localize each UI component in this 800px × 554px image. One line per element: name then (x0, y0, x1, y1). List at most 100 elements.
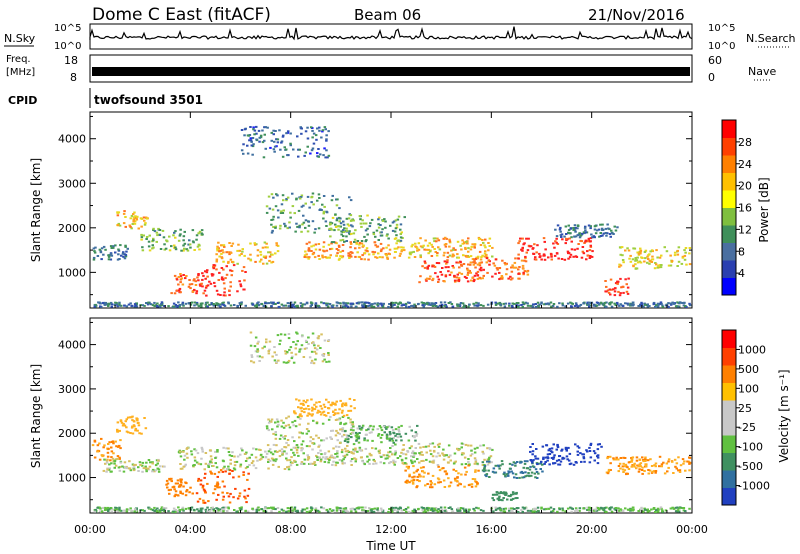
velocity-cell (673, 458, 677, 461)
velocity-cell (176, 479, 180, 482)
power-cell (379, 224, 382, 226)
velocity-cell (358, 432, 361, 434)
power-cell (608, 302, 612, 304)
power-cell (443, 260, 447, 263)
velocity-cell (210, 461, 213, 464)
power-cell (458, 271, 461, 274)
power-cell (135, 218, 139, 221)
power-cell (293, 301, 297, 304)
power-cell (209, 282, 213, 285)
velocity-cell (228, 501, 232, 504)
velocity-cell (463, 466, 467, 469)
power-cell (478, 276, 481, 279)
x-tick-label: 00:00 (676, 523, 708, 536)
velocity-cell (275, 361, 278, 364)
power-cell (276, 250, 280, 253)
power-cell (383, 218, 386, 221)
power-cell (448, 240, 452, 243)
power-cell (325, 303, 329, 306)
velocity-blob (293, 397, 356, 418)
velocity-cell (197, 477, 200, 480)
velocity-cell (536, 457, 540, 460)
velocity-cell (240, 506, 243, 509)
power-cell (263, 241, 267, 244)
power-cell (104, 303, 107, 306)
power-cell (124, 253, 128, 256)
velocity-cell (309, 440, 312, 443)
velocity-cell (565, 447, 568, 450)
power-cell (243, 279, 246, 282)
velocity-cell (505, 492, 508, 495)
velocity-cell (436, 464, 440, 466)
velocity-cell (688, 461, 692, 464)
velocity-cell (322, 439, 326, 442)
power-cell (211, 274, 214, 277)
power-cell (474, 257, 478, 260)
power-cell (180, 277, 184, 280)
power-cell (125, 305, 129, 308)
power-panel-frame (89, 111, 693, 309)
velocity-cell (408, 447, 412, 450)
velocity-cell (430, 507, 433, 510)
velocity-cell (269, 451, 273, 454)
power-cell (378, 216, 381, 219)
velocity-cell (325, 508, 329, 511)
power-cell (590, 233, 593, 236)
power-cell (459, 260, 462, 263)
power-cell (473, 274, 477, 277)
power-cell (410, 251, 413, 254)
velocity-blob (491, 491, 519, 502)
velocity-cell (281, 450, 284, 453)
colorbar-swatch (722, 120, 736, 138)
velocity-cell (115, 508, 119, 511)
velocity-panel-frame (89, 317, 693, 514)
power-cell (525, 251, 528, 254)
power-cell (360, 240, 364, 242)
power-cell (508, 302, 511, 305)
velocity-cell (246, 457, 249, 460)
velocity-cell (293, 506, 297, 509)
power-cell (568, 237, 571, 240)
velocity-cell (506, 498, 509, 501)
velocity-cell (280, 448, 284, 451)
velocity-cell (160, 508, 163, 510)
power-cell (188, 243, 192, 246)
power-cell (251, 153, 254, 156)
power-cell (374, 244, 377, 247)
velocity-cell (510, 498, 513, 501)
velocity-cell (352, 429, 355, 432)
velocity-cell (213, 472, 217, 475)
velocity-cell (185, 452, 189, 455)
power-cell (456, 253, 459, 256)
freq-label-2: [MHz] (6, 67, 35, 78)
velocity-cell (290, 506, 293, 509)
velocity-cell (416, 479, 419, 482)
velocity-cell (366, 455, 369, 458)
velocity-cell (304, 401, 308, 404)
power-cell (262, 156, 266, 159)
velocity-cell (277, 465, 280, 468)
power-cell (249, 137, 252, 140)
power-cell (332, 241, 336, 244)
power-cell (193, 288, 196, 291)
velocity-cell (145, 461, 148, 464)
power-cell (558, 302, 561, 305)
velocity-cell (298, 414, 301, 417)
velocity-cell (576, 510, 579, 513)
power-cell (366, 214, 369, 217)
velocity-cell (359, 449, 363, 452)
power-cell (442, 254, 446, 257)
power-cell (189, 246, 192, 249)
power-cell (272, 226, 275, 228)
power-cell (109, 301, 113, 304)
power-cell (360, 301, 363, 304)
velocity-cell (208, 509, 212, 512)
velocity-cell (645, 465, 648, 468)
power-cell (688, 302, 691, 305)
velocity-cell (231, 451, 234, 454)
velocity-cell (650, 508, 653, 511)
velocity-cell (105, 470, 108, 473)
velocity-cell (337, 445, 341, 448)
power-cell (152, 229, 155, 231)
velocity-cell (107, 468, 111, 471)
